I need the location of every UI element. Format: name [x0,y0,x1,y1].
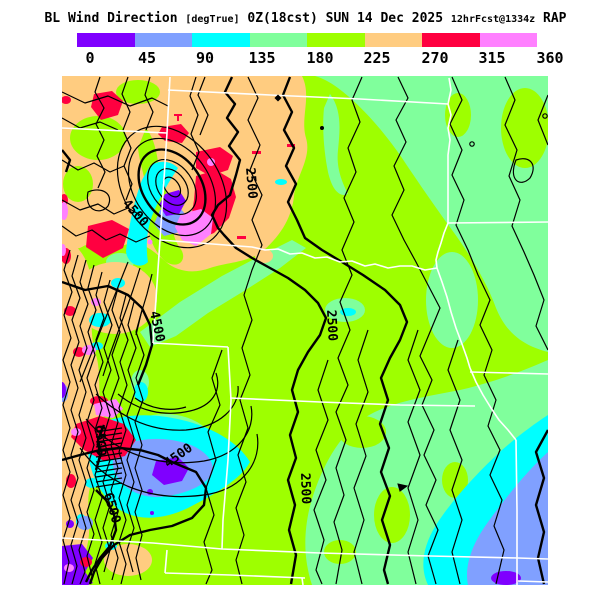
colorbar-segment-90-135 [192,33,250,47]
border-104W [152,76,171,344]
colorbar-segment-0-45 [77,33,135,47]
title-variable: BL Wind Direction [44,11,178,26]
wind-direction-map: 2500 4500 4500 2500 4500 6500 6500 2500 [57,76,550,586]
border-missouri-south [469,367,517,441]
colorbar-segment-180-225 [307,33,365,47]
chart-title: BL Wind Direction [degTrue] 0Z(18cst) SU… [0,7,611,26]
station-marks [274,94,548,492]
state-borders [61,76,549,586]
contour-label-6500-b: 6500 [92,425,108,457]
border-43N-missouri [159,239,438,271]
colorbar-ticks: 0 45 90 135 180 225 270 315 360 [0,49,611,69]
border-100W [301,577,304,586]
colorbar-legend [77,33,537,47]
tick-270: 270 [421,49,449,67]
tick-90: 90 [195,49,215,67]
border-SD-MN [447,77,452,223]
title-valid-time: 0Z(18cst) SUN 14 Dec 2025 [247,11,444,26]
border-102W [221,346,232,550]
tick-315: 315 [478,49,506,67]
map-container: 2500 4500 4500 2500 4500 6500 6500 2500 [57,76,550,586]
border-40N [229,397,476,407]
contour-label-2500-a: 2500 [242,167,260,200]
title-units: [degTrue] [185,14,240,25]
contour-lines-thin [61,76,549,585]
border-missouri-NE-IA [436,267,471,369]
tick-360: 360 [536,49,564,67]
tick-45: 45 [137,49,157,67]
border-MO-AR [517,580,549,583]
border-IA-MO [469,371,549,375]
contour-label-4500-b: 4500 [146,310,167,344]
border-36-5N [164,572,306,579]
border-45N [61,127,168,134]
title-forecast: 12hrFcst@1334z [450,14,536,25]
contour-label-2500-b: 2500 [323,309,340,341]
tick-225: 225 [363,49,391,67]
colorbar-segment-45-90 [134,33,192,47]
tick-135: 135 [248,49,276,67]
cyclone-contour-rings [116,125,228,249]
border-MN-IA [447,221,549,224]
colorbar-segment-270-315 [422,33,480,47]
border-big-sioux [435,222,449,269]
tick-0: 0 [85,49,95,67]
colorbar-segment-135-180 [249,33,307,47]
border-KS-MO [515,439,518,585]
fill-purple-regions [58,190,521,585]
colorbar-segment-315-360 [479,33,537,47]
border-ND-SD [167,89,449,105]
border-103W [164,549,168,574]
border-41N [152,342,229,348]
title-model: RAP [543,11,567,26]
contour-label-2500-c: 2500 [297,473,313,505]
border-37N [61,537,549,560]
colorbar-segment-225-270 [364,33,422,47]
contour-lines-thick [61,76,550,585]
tick-180: 180 [306,49,334,67]
